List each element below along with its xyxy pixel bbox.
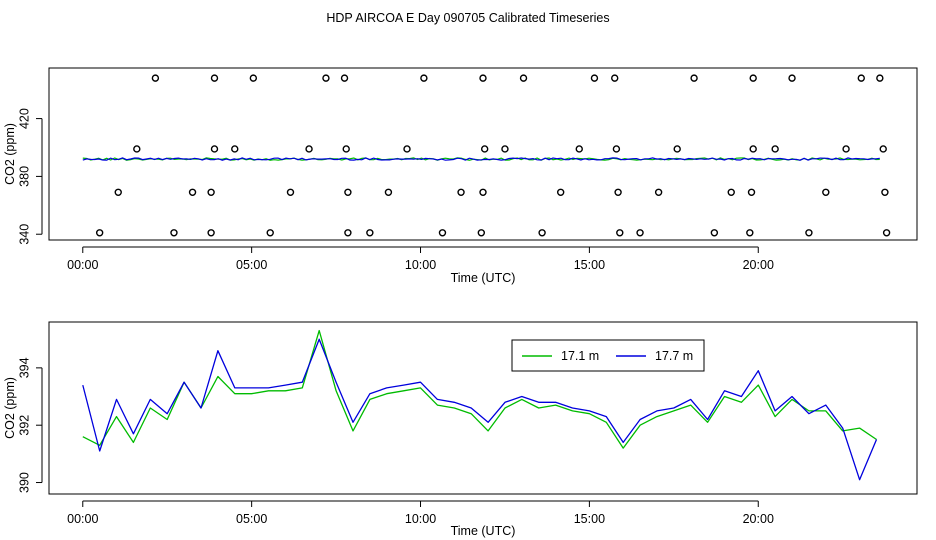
calibration-point xyxy=(879,145,887,153)
calibration-point xyxy=(881,188,889,197)
calibration-point xyxy=(340,74,349,82)
calibration-point xyxy=(151,74,160,82)
legend-label-17-1m: 17.1 m xyxy=(561,349,599,363)
figure-title: HDP AIRCOA E Day 090705 Calibrated Times… xyxy=(326,11,609,25)
calibration-point xyxy=(305,145,313,153)
calibration-point xyxy=(842,145,850,153)
calibration-point xyxy=(344,229,352,237)
calibration-point xyxy=(616,229,624,237)
calibration-point xyxy=(857,74,865,82)
series-line-17-1-m xyxy=(82,329,877,449)
x-tick-label: 15:00 xyxy=(574,512,605,526)
calibration-point xyxy=(501,145,509,153)
y-axis-label-bottom: CO2 (ppm) xyxy=(3,377,17,439)
x-tick-label: 05:00 xyxy=(236,512,267,526)
calibrated-scatter-panel: 00:00 05:00 10:00 15:00 20:00 340 380 420 Time… xyxy=(3,67,918,285)
calibration-point xyxy=(746,229,754,237)
calibration-point xyxy=(438,229,447,237)
calibration-point xyxy=(344,188,352,197)
calibration-point xyxy=(749,74,757,82)
calibration-point xyxy=(575,145,583,153)
calibration-point xyxy=(822,188,830,197)
calibration-point xyxy=(403,145,411,153)
calibration-point xyxy=(249,74,258,82)
calibration-point xyxy=(342,145,350,153)
x-tick-label: 20:00 xyxy=(743,512,774,526)
calibration-point xyxy=(479,74,487,82)
x-tick-label: 20:00 xyxy=(743,258,774,272)
calibration-point xyxy=(636,229,644,237)
calibration-point xyxy=(749,145,757,153)
y-tick-label: 390 xyxy=(17,472,31,493)
y-tick-label: 394 xyxy=(17,357,31,378)
series-line-17-7-m xyxy=(82,338,878,481)
calibration-point xyxy=(170,229,178,237)
calibration-point xyxy=(590,74,599,82)
calibration-point xyxy=(876,74,884,82)
y-axis-top: 340 380 420 xyxy=(17,108,43,245)
calibration-point xyxy=(805,229,813,237)
legend: 17.1 m 17.7 m xyxy=(511,339,705,372)
calibration-point xyxy=(457,188,465,197)
calibration-point xyxy=(612,145,621,153)
x-axis-label-bottom: Time (UTC) xyxy=(451,524,516,538)
calibration-point xyxy=(614,188,622,197)
timeseries-panel: 00:00 05:00 10:00 15:00 20:00 390 392 394 Time… xyxy=(3,321,918,538)
calibration-point xyxy=(882,229,891,237)
x-axis-top: 00:00 05:00 10:00 15:00 20:00 xyxy=(67,246,774,272)
y-tick-label: 420 xyxy=(17,108,31,129)
calibration-point xyxy=(727,188,735,197)
calibration-point xyxy=(266,229,274,237)
calibration-point xyxy=(519,74,528,82)
calibration-point xyxy=(114,188,122,197)
calibration-point xyxy=(771,145,779,153)
calibration-point xyxy=(480,145,489,153)
calibration-point xyxy=(479,188,487,197)
calibration-point xyxy=(690,74,698,82)
calibration-point xyxy=(95,229,104,237)
calibration-point xyxy=(188,188,197,197)
x-tick-label: 15:00 xyxy=(574,258,605,272)
calibration-point xyxy=(384,188,393,197)
calibration-point xyxy=(286,188,295,197)
calibration-point xyxy=(788,74,796,82)
y-tick-label: 392 xyxy=(17,415,31,436)
x-axis-label-top: Time (UTC) xyxy=(451,271,516,285)
calibration-point xyxy=(207,188,215,197)
x-tick-label: 00:00 xyxy=(67,258,98,272)
calibration-point xyxy=(366,229,374,237)
x-tick-label: 10:00 xyxy=(405,512,436,526)
calibration-point xyxy=(747,188,756,197)
plot-frame-bottom xyxy=(48,321,918,495)
calibration-point xyxy=(210,145,219,153)
x-axis-bottom: 00:00 05:00 10:00 15:00 20:00 xyxy=(67,500,774,526)
calibration-point xyxy=(611,74,619,82)
calibration-point xyxy=(322,74,330,82)
calibration-point xyxy=(673,145,681,153)
calibration-point xyxy=(477,229,486,237)
y-axis-bottom: 390 392 394 xyxy=(17,357,43,493)
calibration-point xyxy=(133,145,141,153)
y-axis-label-top: CO2 (ppm) xyxy=(3,123,17,185)
calibration-point xyxy=(654,188,663,197)
calibration-point xyxy=(231,145,239,153)
x-tick-label: 00:00 xyxy=(67,512,98,526)
calibration-point xyxy=(207,229,215,237)
x-tick-label: 05:00 xyxy=(236,258,267,272)
calibration-point xyxy=(538,229,546,237)
y-tick-label: 340 xyxy=(17,224,31,245)
calibration-point xyxy=(710,229,719,237)
calibration-point xyxy=(556,188,565,197)
legend-label-17-7m: 17.7 m xyxy=(655,349,693,363)
plot-frame-top xyxy=(48,67,918,241)
calibration-point xyxy=(210,74,219,82)
series-line-17-7-m xyxy=(82,157,880,161)
plot-marks-top xyxy=(82,74,891,237)
x-tick-label: 10:00 xyxy=(405,258,436,272)
y-tick-label: 380 xyxy=(17,166,31,187)
plot-marks-bottom xyxy=(82,329,878,481)
calibration-point xyxy=(420,74,428,82)
